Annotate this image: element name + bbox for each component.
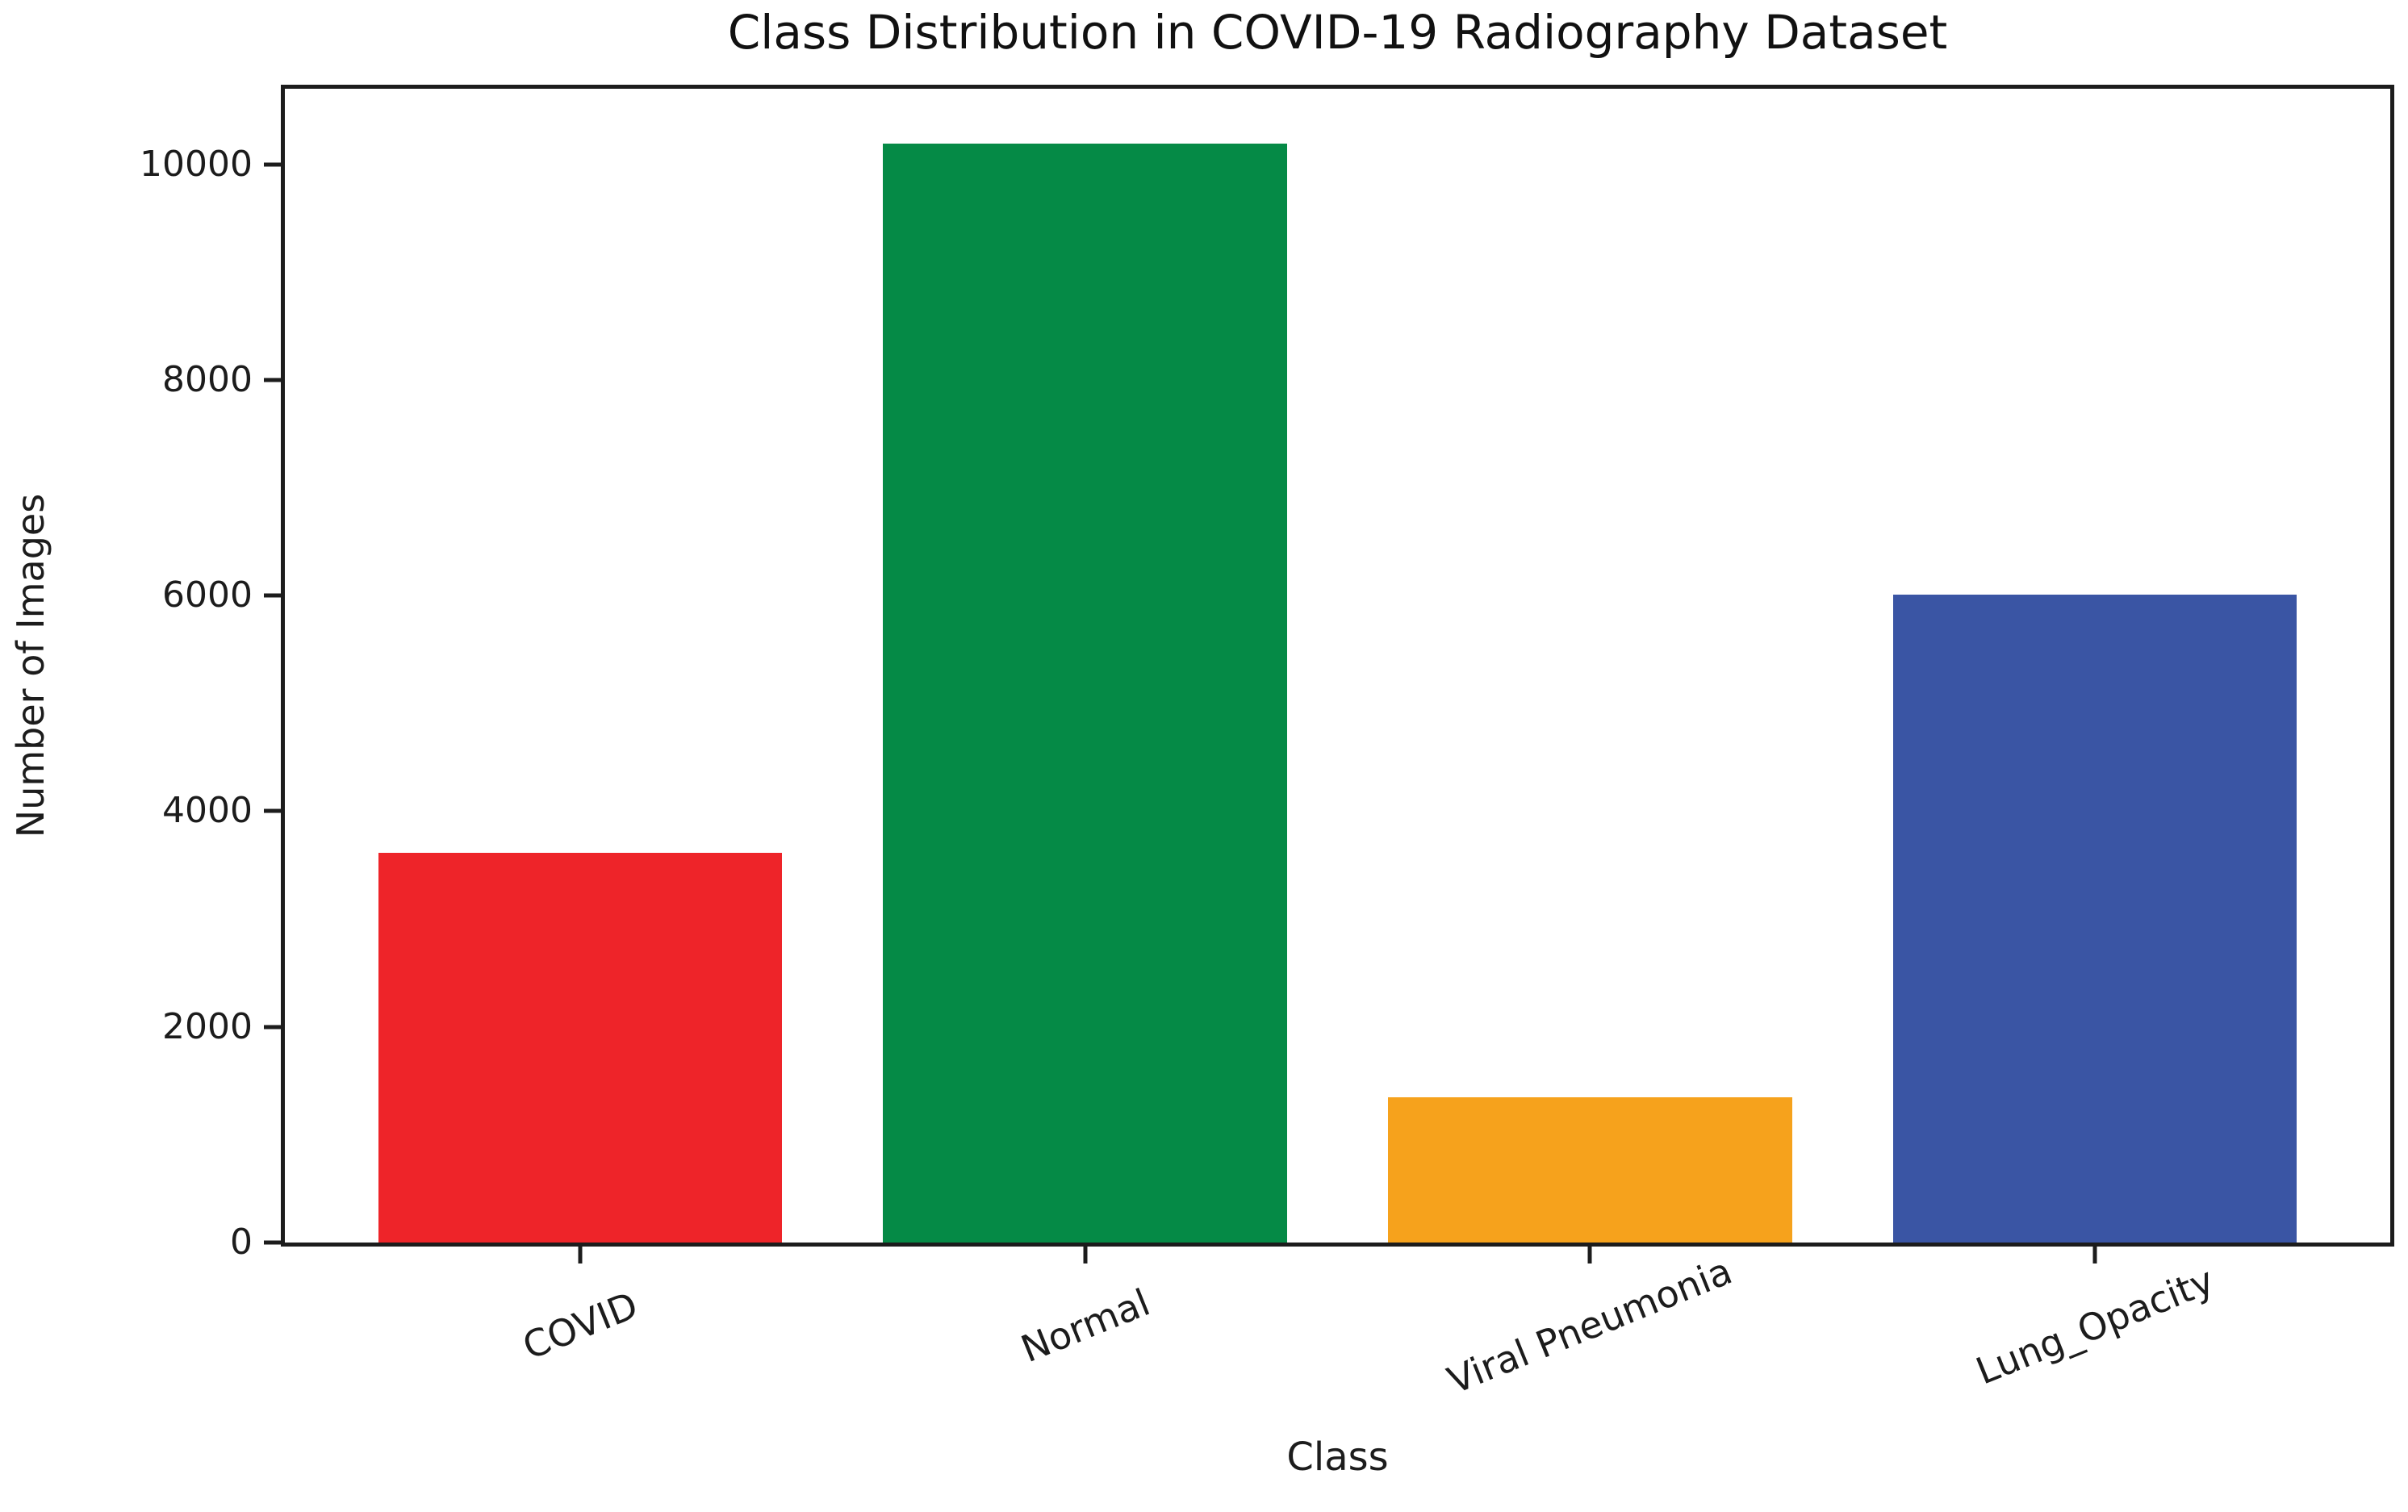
- x-tick-label-covid: COVID: [516, 1283, 644, 1368]
- bar-lung-opacity: [1892, 594, 2297, 1243]
- y-axis-label: Number of Images: [9, 493, 52, 838]
- bar-covid: [378, 852, 783, 1243]
- y-tick-mark-8000: [264, 378, 285, 382]
- x-axis-label: Class: [1286, 1435, 1389, 1480]
- y-tick-label-10000: 10000: [140, 143, 253, 185]
- x-tick-mark-lung-opacity: [2092, 1243, 2097, 1263]
- plot-area: 0 2000 4000 6000 8000 10000 COVID Normal Viral …: [140, 85, 2394, 1402]
- x-tick-label-normal: Normal: [1014, 1280, 1156, 1372]
- y-tick-mark-6000: [264, 593, 285, 598]
- y-tick-label-2000: 2000: [162, 1005, 253, 1047]
- y-tick-mark-4000: [264, 808, 285, 813]
- x-tick-label-viral-pneumonia: Viral Pneumonia: [1441, 1248, 1738, 1403]
- chart-title: Class Distribution in COVID-19 Radiograp…: [727, 5, 1948, 60]
- bar-viral-pneumonia: [1388, 1097, 1792, 1243]
- x-tick-mark-covid: [578, 1243, 583, 1263]
- x-tick-label-lung-opacity: Lung_Opacity: [1970, 1258, 2220, 1393]
- y-tick-label-8000: 8000: [162, 358, 253, 400]
- y-tick-label-6000: 6000: [162, 574, 253, 616]
- x-tick-mark-viral-pneumonia: [1587, 1243, 1592, 1263]
- y-tick-mark-10000: [264, 162, 285, 167]
- y-tick-label-0: 0: [230, 1222, 253, 1263]
- y-tick-mark-2000: [264, 1025, 285, 1030]
- y-tick-label-4000: 4000: [162, 790, 253, 832]
- y-tick-mark-0: [264, 1240, 285, 1245]
- x-tick-mark-normal: [1083, 1243, 1088, 1263]
- bar-normal: [883, 143, 1287, 1243]
